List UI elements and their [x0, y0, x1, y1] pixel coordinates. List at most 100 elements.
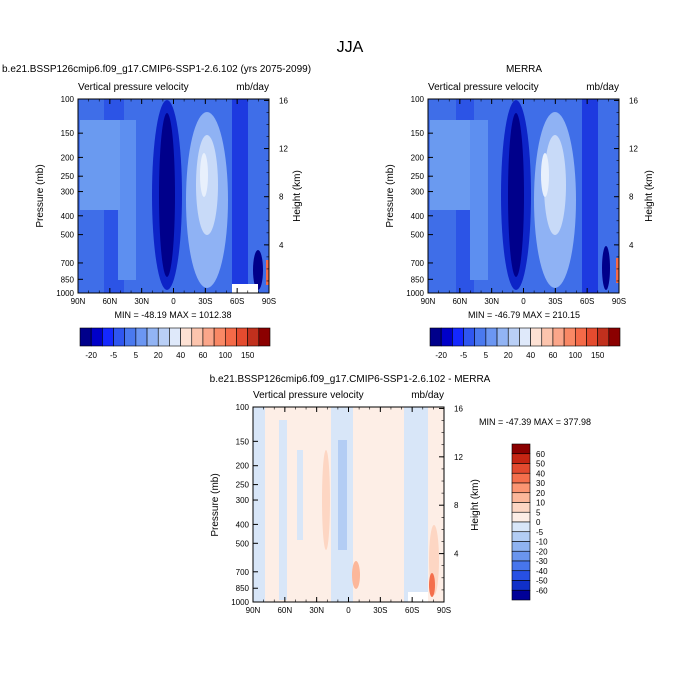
- panel-diff-stats: MIN = -47.39 MAX = 377.98: [479, 417, 591, 427]
- colorbar-label: 5: [134, 351, 139, 360]
- panel-merra-stats: MIN = -46.79 MAX = 210.15: [468, 310, 580, 320]
- colorbar-merra: -20 -5 5 20 40 60 100 150: [429, 327, 621, 360]
- h-tick-label: 16: [454, 404, 463, 413]
- colorbar-swatch: [511, 580, 531, 591]
- colorbar-label: 60: [548, 351, 557, 360]
- x-tick-label: 60N: [102, 297, 117, 306]
- panel-model-stats: MIN = -48.19 MAX = 1012.38: [114, 310, 231, 320]
- colorbar-label: -40: [536, 567, 548, 576]
- p-tick-label: 500: [61, 231, 75, 240]
- p-tick-label: 150: [61, 129, 75, 138]
- field-antarctic-core: [253, 250, 263, 290]
- colorbar-swatch: [463, 327, 476, 347]
- colorbar-swatch: [507, 327, 520, 347]
- colorbar-swatch: [511, 502, 531, 513]
- h-tick-label: 4: [279, 241, 284, 250]
- h-tick-label: 12: [279, 145, 288, 154]
- x-tick-label: 60S: [230, 297, 244, 306]
- colorbar-label: -20: [435, 351, 447, 360]
- colorbar-swatch: [511, 472, 531, 484]
- x-tick-label: 90S: [262, 297, 276, 306]
- x-tick-label: 90S: [437, 606, 451, 615]
- h-tick-label: 4: [629, 241, 634, 250]
- colorbar-swatch: [608, 327, 621, 347]
- p-tick-label: 700: [236, 568, 250, 577]
- colorbar-swatch: [511, 492, 531, 503]
- p-tick-label: 1000: [231, 598, 249, 607]
- colorbar-label: 40: [536, 469, 545, 478]
- colorbar-label: -60: [536, 586, 548, 595]
- colorbar-swatch: [511, 511, 531, 523]
- colorbar-label: 5: [536, 508, 541, 517]
- colorbar-label: 100: [219, 351, 233, 360]
- x-tick-label: 90N: [246, 606, 261, 615]
- colorbar-swatch: [452, 327, 464, 347]
- p-tick-label: 150: [236, 437, 250, 446]
- x-tick-label: 30S: [373, 606, 387, 615]
- panel-model-field: [78, 99, 269, 293]
- p-tick-label: 700: [411, 259, 425, 268]
- colorbar-swatch: [79, 327, 92, 347]
- x-tick-label: 60S: [405, 606, 419, 615]
- p-tick-label: 400: [236, 520, 250, 529]
- h-tick-label: 16: [629, 96, 638, 105]
- colorbar-label: 20: [504, 351, 513, 360]
- colorbar-label: -20: [536, 547, 548, 556]
- colorbar-label: -5: [460, 351, 468, 360]
- p-tick-label: 250: [236, 481, 250, 490]
- colorbar-swatch: [496, 327, 509, 347]
- panel-model: b.e21.BSSP126cmip6.f09_g17.CMIP6-SSP1-2.…: [2, 64, 311, 360]
- colorbar-swatch: [429, 327, 442, 347]
- colorbar-swatch: [236, 327, 248, 347]
- field-antarctic-core: [602, 246, 610, 290]
- colorbar-swatch: [146, 327, 159, 347]
- colorbar-label: -5: [536, 528, 544, 537]
- field-red-1: [322, 450, 330, 550]
- x-tick-label: 60N: [452, 297, 467, 306]
- panel-merra-axes: 90N 60N 30N 0 30S 60S 90S 100 150 200 250 300 400 500…: [406, 95, 638, 306]
- colorbar-label: 150: [241, 351, 255, 360]
- p-tick-label: 200: [236, 462, 250, 471]
- panel-diff-ylabel: Pressure (mb): [210, 473, 221, 536]
- colorbar-swatch: [224, 327, 237, 347]
- panel-merra-right-label: mb/day: [586, 82, 619, 93]
- field-surface-red: [266, 260, 269, 285]
- panel-merra-left-label: Vertical pressure velocity: [428, 82, 539, 93]
- colorbar-swatch: [511, 443, 531, 455]
- field-blue-5: [404, 407, 428, 602]
- colorbar-swatch: [511, 482, 531, 494]
- p-tick-label: 300: [61, 188, 75, 197]
- x-tick-label: 30N: [309, 606, 324, 615]
- colorbar-label: -20: [85, 351, 97, 360]
- h-tick-label: 12: [454, 453, 463, 462]
- colorbar-label: -30: [536, 557, 548, 566]
- x-tick-label: 90S: [612, 297, 626, 306]
- field-blue-6: [297, 450, 303, 540]
- h-tick-label: 4: [454, 550, 459, 559]
- colorbar-label: 40: [176, 351, 185, 360]
- p-tick-label: 500: [411, 231, 425, 240]
- colorbar-swatch: [180, 327, 193, 347]
- p-tick-label: 850: [61, 275, 75, 284]
- colorbar-label: 30: [536, 479, 545, 488]
- panel-diff-title: b.e21.BSSP126cmip6.f09_g17.CMIP6-SSP1-2.…: [210, 374, 491, 385]
- panel-diff-left-label: Vertical pressure velocity: [253, 390, 364, 401]
- p-tick-label: 200: [411, 153, 425, 162]
- panel-model-right-label: mb/day: [236, 82, 269, 93]
- panel-merra-field: [428, 99, 619, 293]
- colorbar-swatch: [511, 531, 531, 542]
- panel-diff-field: [253, 407, 444, 602]
- colorbar-swatch: [563, 327, 576, 347]
- field-topography-mask: [408, 592, 428, 602]
- field-blue-4: [338, 440, 347, 550]
- x-tick-label: 0: [171, 297, 176, 306]
- panel-model-axes: 90N 60N 30N 0 30S 60S 90S 100 150 200 250 300 400 500…: [56, 95, 288, 306]
- p-tick-label: 850: [411, 275, 425, 284]
- p-tick-label: 500: [236, 539, 250, 548]
- colorbar-swatch: [530, 327, 543, 347]
- colorbar-swatch: [191, 327, 204, 347]
- colorbar-swatch: [213, 327, 226, 347]
- field-itcz-core: [159, 113, 175, 277]
- p-tick-label: 700: [61, 259, 75, 268]
